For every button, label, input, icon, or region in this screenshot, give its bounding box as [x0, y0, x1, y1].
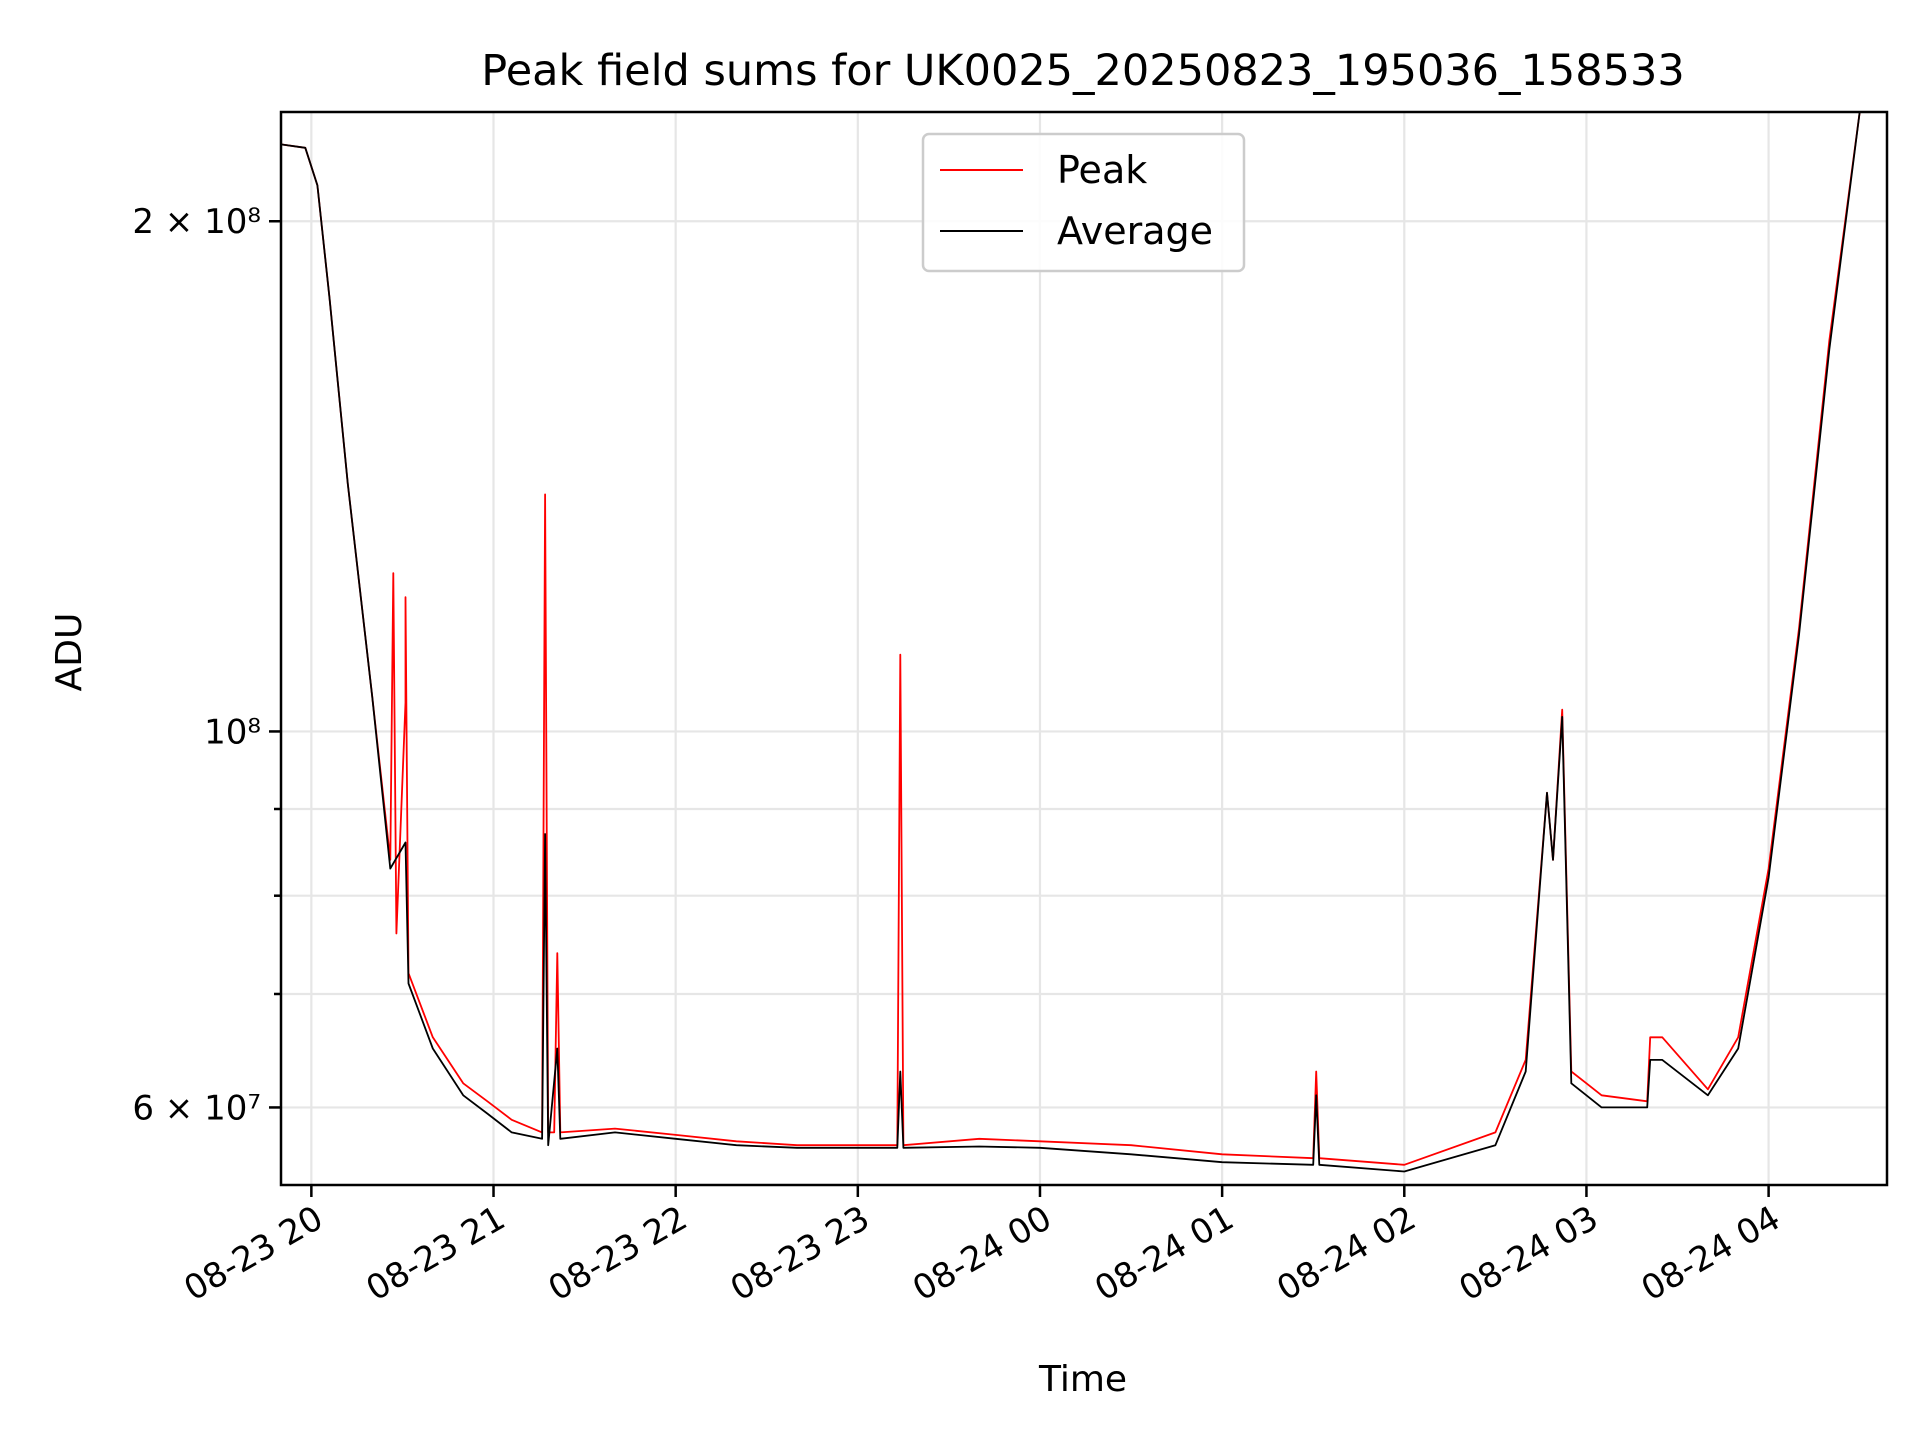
legend-box: [921, 132, 1246, 273]
y-tick-label: 2 × 10⁸: [132, 202, 261, 242]
x-axis-label: Time: [1038, 1359, 1127, 1400]
y-tick-label: 10⁸: [204, 712, 261, 752]
y-tick-label: 6 × 10⁷: [132, 1088, 261, 1128]
plot-lines: [281, 112, 1887, 1173]
series-line-average: [281, 112, 1887, 1173]
chart-title: Peak field sums for UK0025_20250823_1950…: [481, 46, 1684, 96]
y-axis-label: ADU: [49, 613, 90, 692]
legend: Peak Average: [921, 132, 1246, 273]
series-line-peak: [281, 112, 1887, 1166]
legend-label-average: Average: [1057, 209, 1213, 253]
legend-label-peak: Peak: [1057, 148, 1147, 192]
axes-frame: [279, 110, 1889, 1187]
